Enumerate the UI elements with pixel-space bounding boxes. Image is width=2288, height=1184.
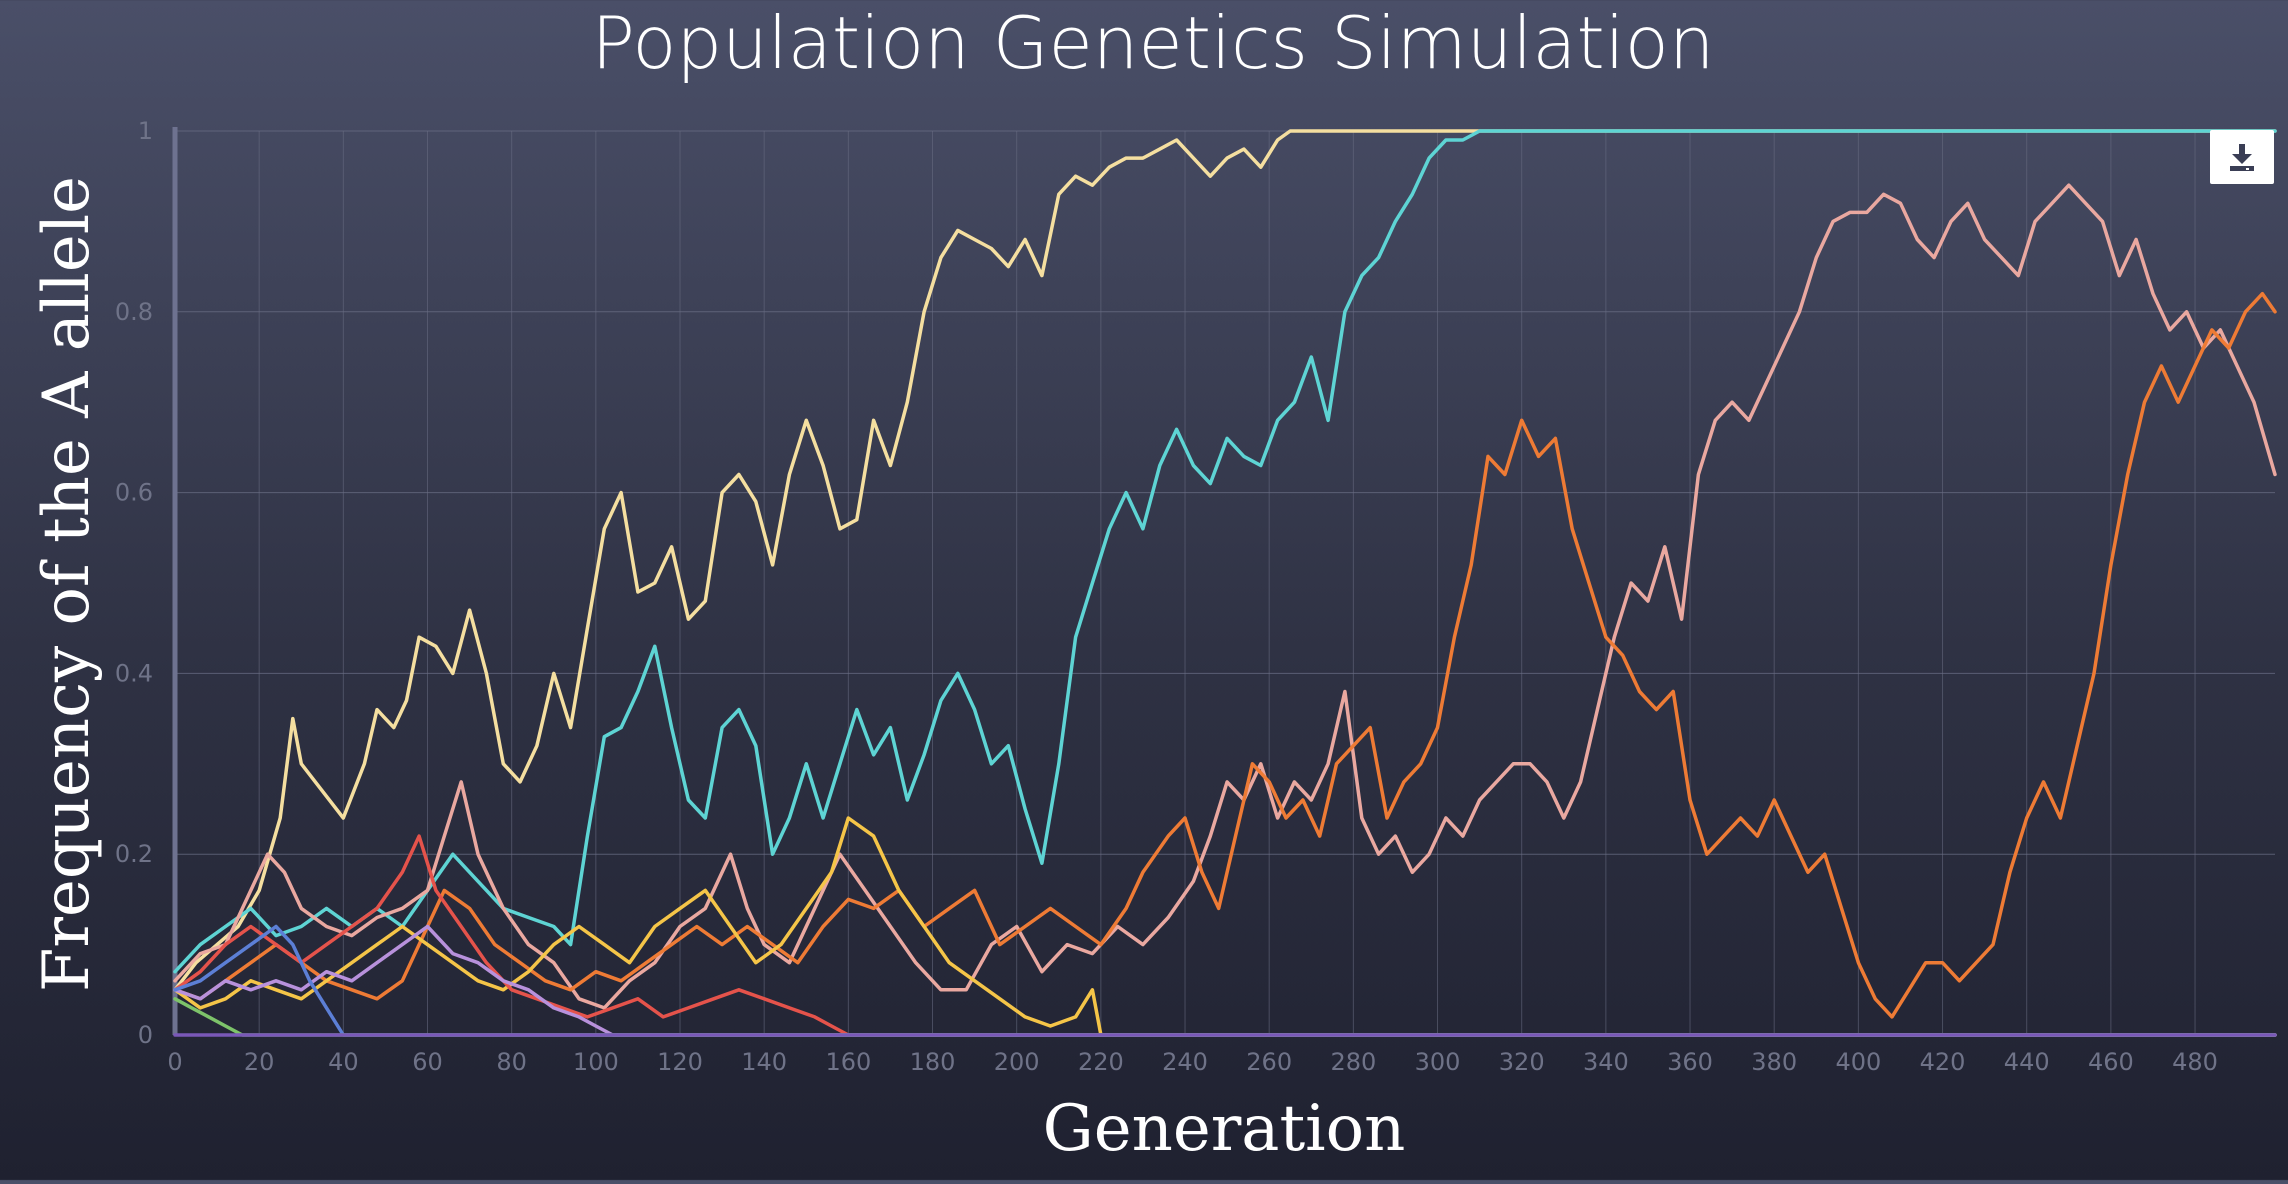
- y-tick-label: 0.6: [115, 479, 153, 507]
- y-axis-ticks: 0 0.2 0.4 0.6 0.8 1: [115, 117, 153, 1049]
- x-axis-title: Generation: [1043, 1092, 1406, 1166]
- series-line-3: [173, 183, 2277, 1010]
- series-line-9: [173, 997, 2277, 1037]
- x-tick-label: 20: [244, 1048, 275, 1076]
- y-axis-title: Frequency of the A allele: [30, 176, 104, 992]
- x-tick-label: 440: [2004, 1048, 2050, 1076]
- x-tick-label: 160: [825, 1048, 871, 1076]
- y-tick-label: 0.8: [115, 298, 153, 326]
- series-line-8: [173, 924, 2277, 1037]
- series-line-6: [173, 834, 2277, 1037]
- x-tick-label: 180: [910, 1048, 956, 1076]
- download-icon: [2230, 144, 2254, 171]
- x-tick-label: 240: [1162, 1048, 1208, 1076]
- series-line-2: [173, 129, 2277, 974]
- x-tick-label: 60: [412, 1048, 443, 1076]
- x-axis-ticks: 0 20 40 60 80 100 120 140 160 180 200 220 240 260 280 3…: [167, 1048, 2218, 1076]
- series-line-4: [173, 291, 2277, 1019]
- x-tick-label: 100: [573, 1048, 619, 1076]
- x-tick-label: 260: [1246, 1048, 1292, 1076]
- x-tick-label: 80: [496, 1048, 527, 1076]
- series-line-7: [173, 924, 2277, 1037]
- x-tick-label: 200: [994, 1048, 1040, 1076]
- x-tick-label: 320: [1499, 1048, 1545, 1076]
- x-tick-label: 480: [2172, 1048, 2218, 1076]
- series-lines: [173, 129, 2277, 1037]
- export-button[interactable]: [2210, 130, 2274, 184]
- series-line-1: [173, 129, 2277, 992]
- x-tick-label: 340: [1583, 1048, 1629, 1076]
- x-tick-label: 360: [1667, 1048, 1713, 1076]
- y-tick-label: 1: [138, 117, 153, 145]
- x-tick-label: 120: [657, 1048, 703, 1076]
- series-line-5: [173, 816, 2277, 1037]
- y-tick-label: 0: [138, 1021, 153, 1049]
- x-tick-label: 0: [167, 1048, 182, 1076]
- x-tick-label: 380: [1751, 1048, 1797, 1076]
- x-tick-label: 220: [1078, 1048, 1124, 1076]
- x-tick-label: 300: [1415, 1048, 1461, 1076]
- y-tick-label: 0.2: [115, 840, 153, 868]
- x-tick-label: 40: [328, 1048, 359, 1076]
- x-tick-label: 460: [2088, 1048, 2134, 1076]
- chart-title: Population Genetics Simulation: [592, 1, 1715, 85]
- grid: [172, 127, 2275, 1036]
- y-tick-label: 0.4: [115, 659, 153, 687]
- x-tick-label: 400: [1835, 1048, 1881, 1076]
- x-tick-label: 140: [741, 1048, 787, 1076]
- x-tick-label: 420: [1920, 1048, 1966, 1076]
- x-tick-label: 280: [1330, 1048, 1376, 1076]
